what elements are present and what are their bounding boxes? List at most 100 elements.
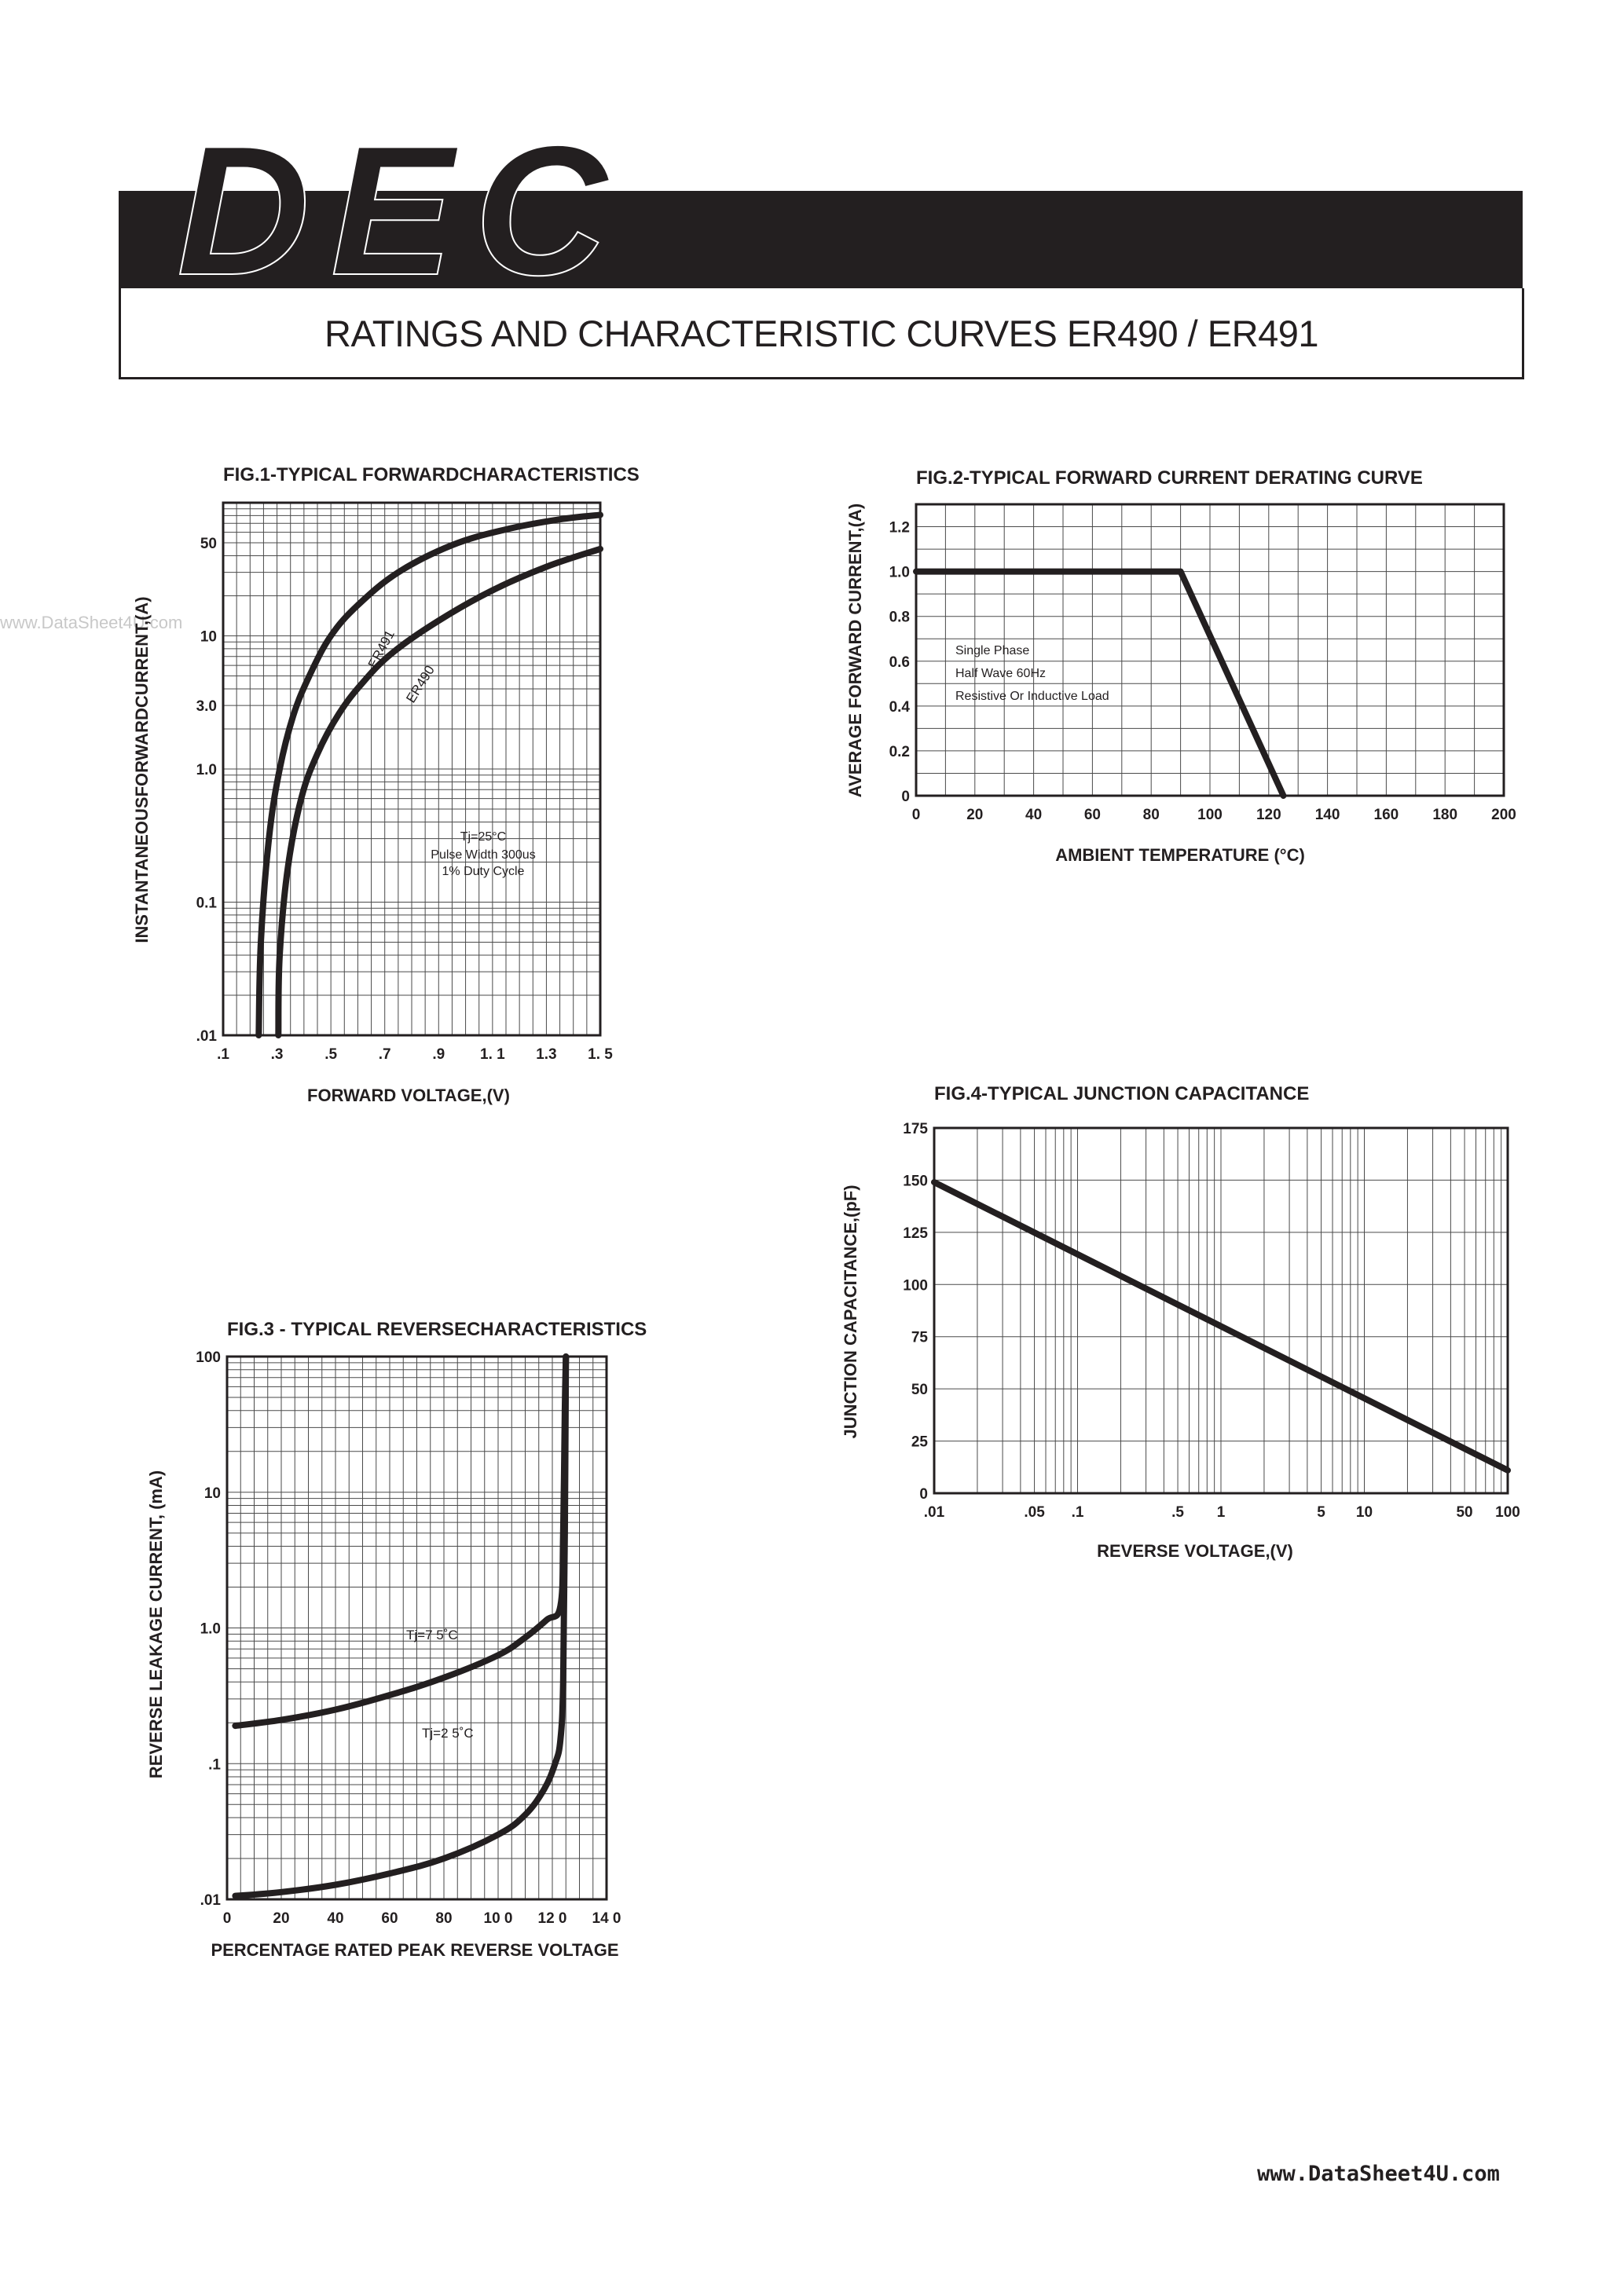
- x-tick-label: 5: [1317, 1504, 1325, 1521]
- x-tick-label: 60: [1084, 807, 1101, 823]
- y-tick-label: 100: [903, 1277, 928, 1294]
- y-tick-label: 0.6: [889, 654, 910, 671]
- fig4-title: FIG.4-TYPICAL JUNCTION CAPACITANCE: [934, 1083, 1309, 1104]
- fig1-annotation: Tj=25°C: [460, 830, 506, 844]
- y-tick-label: 100: [196, 1349, 221, 1366]
- fig2-annotation: Single Phase: [955, 644, 1029, 657]
- x-tick-label: 1.3: [536, 1046, 556, 1063]
- x-tick-label: 80: [435, 1910, 452, 1927]
- y-tick-label: 125: [903, 1225, 928, 1242]
- x-tick-label: 14 0: [592, 1910, 621, 1927]
- watermark-text: www.DataSheet4U.com: [0, 613, 183, 632]
- fig3-y-axis-label: REVERSE LEAKAGE CURRENT, (mA): [146, 1470, 166, 1778]
- x-tick-label: 10 0: [484, 1910, 513, 1927]
- x-tick-label: 50: [1456, 1504, 1472, 1521]
- y-tick-label: 0.1: [196, 895, 218, 912]
- fig2-x-axis-label: AMBIENT TEMPERATURE (°C): [1055, 845, 1305, 865]
- y-tick-label: .01: [200, 1892, 222, 1909]
- x-tick-label: .5: [324, 1046, 337, 1063]
- y-tick-label: 3.0: [196, 698, 217, 715]
- x-tick-label: 80: [1143, 807, 1160, 823]
- fig4-x-axis-label: REVERSE VOLTAGE,(V): [1097, 1541, 1293, 1561]
- y-tick-label: 1.0: [196, 762, 217, 778]
- x-tick-label: 180: [1432, 807, 1457, 823]
- x-tick-label: 0: [223, 1910, 232, 1927]
- x-tick-label: 200: [1491, 807, 1516, 823]
- y-tick-label: 50: [911, 1382, 928, 1398]
- y-tick-label: .01: [196, 1028, 218, 1045]
- y-tick-label: 75: [911, 1330, 929, 1346]
- y-tick-label: .1: [208, 1756, 221, 1773]
- fig4-series-line0: [931, 1179, 1511, 1474]
- fig3-plot-frame: [225, 1355, 608, 1901]
- x-tick-label: 120: [1256, 807, 1281, 823]
- y-tick-label: 10: [204, 1485, 221, 1502]
- y-tick-label: 0.8: [889, 610, 910, 626]
- y-tick-label: 50: [200, 536, 217, 552]
- fig1-series-er490: [275, 545, 603, 1038]
- company-logo: DEC: [176, 107, 629, 313]
- x-tick-label: .05: [1024, 1504, 1045, 1521]
- fig2-y-axis-label: AVERAGE FORWARD CURRENT,(A): [845, 504, 865, 797]
- x-tick-label: 100: [1197, 807, 1223, 823]
- x-tick-label: 40: [327, 1910, 343, 1927]
- x-tick-label: 1: [1217, 1504, 1226, 1521]
- x-tick-label: .5: [1171, 1504, 1184, 1521]
- fig3-series-tj-2-5-c: [232, 1353, 570, 1899]
- x-tick-label: 140: [1315, 807, 1340, 823]
- y-tick-label: 0.4: [889, 699, 911, 716]
- fig4-plot-frame: [933, 1126, 1509, 1495]
- y-tick-label: 1.2: [889, 520, 910, 536]
- x-tick-label: 40: [1025, 807, 1042, 823]
- y-tick-label: 175: [903, 1121, 928, 1137]
- x-tick-label: 12 0: [538, 1910, 567, 1927]
- x-tick-label: .3: [271, 1046, 284, 1063]
- x-tick-label: 10: [1356, 1504, 1373, 1521]
- fig1-plot-frame: [222, 501, 602, 1037]
- series-label: Tj=2 5˚C: [422, 1726, 474, 1741]
- x-tick-label: 20: [966, 807, 983, 823]
- y-tick-label: 1.0: [889, 565, 910, 581]
- fig1-annotation: 1% Duty Cycle: [442, 865, 525, 878]
- y-tick-label: 150: [903, 1173, 928, 1189]
- x-tick-label: 1. 5: [588, 1046, 613, 1063]
- fig1-annotation: Pulse Width 300us: [431, 848, 535, 862]
- x-tick-label: .01: [924, 1504, 945, 1521]
- x-tick-label: .1: [1072, 1504, 1084, 1521]
- fig4-y-axis-label: JUNCTION CAPACITANCE,(pF): [841, 1185, 860, 1438]
- x-tick-label: 20: [273, 1910, 289, 1927]
- footer-url: www.DataSheet4U.com: [1257, 2162, 1500, 2186]
- fig1-y-axis-label: INSTANTANEOUSFORWARDCURRENT,(A): [132, 596, 152, 943]
- y-tick-label: 0: [901, 789, 910, 805]
- x-tick-label: 100: [1495, 1504, 1520, 1521]
- x-tick-label: .9: [432, 1046, 445, 1063]
- page-title: RATINGS AND CHARACTERISTIC CURVES ER490 …: [324, 313, 1318, 354]
- fig4-grid: [933, 1127, 1509, 1494]
- x-tick-label: .1: [217, 1046, 229, 1063]
- x-tick-label: 60: [381, 1910, 398, 1927]
- series-label: Tj=7 5˚C: [406, 1628, 458, 1642]
- fig2-annotation: Half Wave 60Hz: [955, 667, 1046, 680]
- fig3-title: FIG.3 - TYPICAL REVERSECHARACTERISTICS: [227, 1319, 647, 1340]
- x-tick-label: .7: [379, 1046, 391, 1063]
- y-tick-label: 10: [200, 629, 217, 646]
- fig2-plot-frame: [915, 503, 1505, 797]
- fig3-x-axis-label: PERCENTAGE RATED PEAK REVERSE VOLTAGE: [211, 1940, 618, 1960]
- y-tick-label: 0: [919, 1486, 928, 1503]
- x-tick-label: 1. 1: [480, 1046, 505, 1063]
- fig1-title: FIG.1-TYPICAL FORWARDCHARACTERISTICS: [223, 464, 640, 485]
- fig2-annotation: Resistive Or Inductive Load: [955, 690, 1109, 703]
- fig2-series-line0: [913, 568, 1287, 799]
- header-bar: [119, 191, 1523, 288]
- fig1-x-axis-label: FORWARD VOLTAGE,(V): [307, 1086, 510, 1105]
- fig3-grid: [226, 1356, 607, 1900]
- title-box: RATINGS AND CHARACTERISTIC CURVES ER490 …: [119, 288, 1524, 379]
- y-tick-label: 25: [911, 1434, 929, 1451]
- fig1-series-er491: [255, 511, 603, 1038]
- x-tick-label: 160: [1374, 807, 1399, 823]
- x-tick-label: 0: [912, 807, 921, 823]
